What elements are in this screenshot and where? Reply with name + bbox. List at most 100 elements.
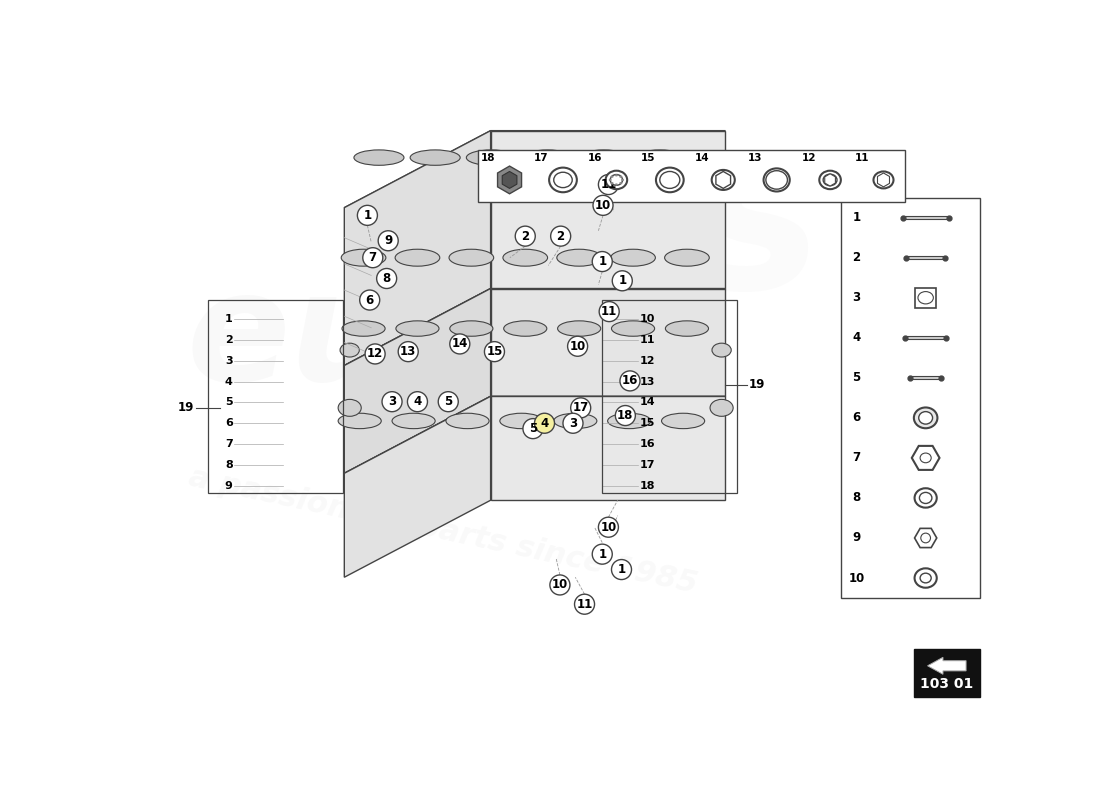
Ellipse shape bbox=[711, 399, 733, 416]
Text: 4: 4 bbox=[852, 331, 860, 344]
Text: 16: 16 bbox=[621, 374, 638, 387]
Circle shape bbox=[450, 334, 470, 354]
Text: a passion for parts since 1985: a passion for parts since 1985 bbox=[186, 462, 701, 598]
Text: 2: 2 bbox=[557, 230, 564, 242]
Ellipse shape bbox=[712, 170, 735, 190]
Polygon shape bbox=[344, 396, 726, 474]
Text: 11: 11 bbox=[639, 335, 654, 345]
Polygon shape bbox=[344, 130, 491, 366]
Text: 3: 3 bbox=[852, 291, 860, 304]
Ellipse shape bbox=[610, 175, 614, 178]
Ellipse shape bbox=[615, 174, 618, 177]
Text: 16: 16 bbox=[587, 153, 603, 162]
Text: 18: 18 bbox=[617, 409, 634, 422]
Circle shape bbox=[438, 392, 459, 412]
Ellipse shape bbox=[606, 170, 627, 189]
Ellipse shape bbox=[499, 414, 543, 429]
Text: 1: 1 bbox=[598, 255, 606, 268]
Text: 9: 9 bbox=[384, 234, 393, 247]
Circle shape bbox=[484, 342, 505, 362]
Text: 14: 14 bbox=[452, 338, 468, 350]
Text: 16: 16 bbox=[639, 439, 654, 449]
Text: 11: 11 bbox=[601, 178, 616, 191]
Text: 8: 8 bbox=[224, 460, 233, 470]
Text: 4: 4 bbox=[540, 417, 549, 430]
Polygon shape bbox=[927, 658, 966, 674]
Text: 2: 2 bbox=[852, 251, 860, 264]
Bar bbox=[842, 198, 980, 598]
Text: 10: 10 bbox=[570, 340, 585, 353]
Ellipse shape bbox=[608, 178, 612, 181]
Bar bbox=[906, 256, 945, 259]
Ellipse shape bbox=[656, 168, 684, 192]
Circle shape bbox=[574, 594, 594, 614]
Ellipse shape bbox=[503, 250, 548, 266]
Text: 17: 17 bbox=[639, 460, 654, 470]
Text: 11: 11 bbox=[576, 598, 593, 610]
Ellipse shape bbox=[607, 414, 651, 429]
Ellipse shape bbox=[450, 321, 493, 336]
Text: 6: 6 bbox=[852, 411, 860, 424]
Ellipse shape bbox=[920, 492, 932, 503]
Text: 5: 5 bbox=[444, 395, 452, 408]
Text: 13: 13 bbox=[400, 345, 416, 358]
Circle shape bbox=[376, 269, 397, 289]
Ellipse shape bbox=[664, 250, 710, 266]
Bar bbox=[477, 150, 905, 202]
Text: 1: 1 bbox=[852, 211, 860, 224]
Ellipse shape bbox=[635, 150, 685, 166]
Circle shape bbox=[365, 344, 385, 364]
Bar bbox=[911, 376, 940, 379]
Ellipse shape bbox=[766, 170, 788, 189]
Circle shape bbox=[571, 398, 591, 418]
Circle shape bbox=[535, 414, 554, 434]
Text: 2: 2 bbox=[224, 335, 233, 345]
Circle shape bbox=[592, 544, 613, 564]
Ellipse shape bbox=[914, 568, 937, 588]
Text: 5: 5 bbox=[529, 422, 537, 435]
Ellipse shape bbox=[615, 183, 618, 186]
Ellipse shape bbox=[558, 321, 601, 336]
Text: 103 01: 103 01 bbox=[921, 678, 974, 691]
Ellipse shape bbox=[553, 172, 572, 188]
Ellipse shape bbox=[920, 573, 932, 583]
Circle shape bbox=[598, 174, 618, 194]
Text: 14: 14 bbox=[694, 153, 710, 162]
Polygon shape bbox=[491, 130, 726, 289]
Ellipse shape bbox=[712, 343, 732, 357]
Text: 11: 11 bbox=[855, 153, 869, 162]
Text: 12: 12 bbox=[802, 153, 816, 162]
Ellipse shape bbox=[619, 175, 623, 178]
Text: 7: 7 bbox=[852, 451, 860, 464]
Circle shape bbox=[382, 392, 402, 412]
Text: 10: 10 bbox=[601, 521, 616, 534]
Text: 3: 3 bbox=[388, 395, 396, 408]
Circle shape bbox=[360, 290, 379, 310]
Ellipse shape bbox=[338, 399, 361, 416]
Text: 7: 7 bbox=[368, 251, 377, 264]
Text: 8: 8 bbox=[383, 272, 390, 285]
Polygon shape bbox=[344, 289, 726, 366]
Circle shape bbox=[550, 575, 570, 595]
Circle shape bbox=[363, 248, 383, 268]
Text: 1: 1 bbox=[598, 548, 606, 561]
Text: 10: 10 bbox=[639, 314, 654, 324]
Ellipse shape bbox=[338, 414, 382, 429]
Circle shape bbox=[615, 406, 636, 426]
Bar bbox=[915, 288, 936, 308]
Text: 15: 15 bbox=[486, 345, 503, 358]
Text: 7: 7 bbox=[224, 439, 233, 449]
Text: 18: 18 bbox=[481, 153, 495, 162]
Text: 1: 1 bbox=[618, 274, 626, 287]
Polygon shape bbox=[344, 396, 491, 578]
Ellipse shape bbox=[820, 170, 840, 189]
Text: 12: 12 bbox=[367, 347, 383, 361]
Text: 18: 18 bbox=[639, 481, 654, 490]
Text: 4: 4 bbox=[414, 395, 421, 408]
Ellipse shape bbox=[666, 321, 708, 336]
Ellipse shape bbox=[449, 250, 494, 266]
Ellipse shape bbox=[396, 321, 439, 336]
Ellipse shape bbox=[918, 412, 933, 424]
Ellipse shape bbox=[557, 250, 602, 266]
Text: 4: 4 bbox=[224, 377, 233, 386]
